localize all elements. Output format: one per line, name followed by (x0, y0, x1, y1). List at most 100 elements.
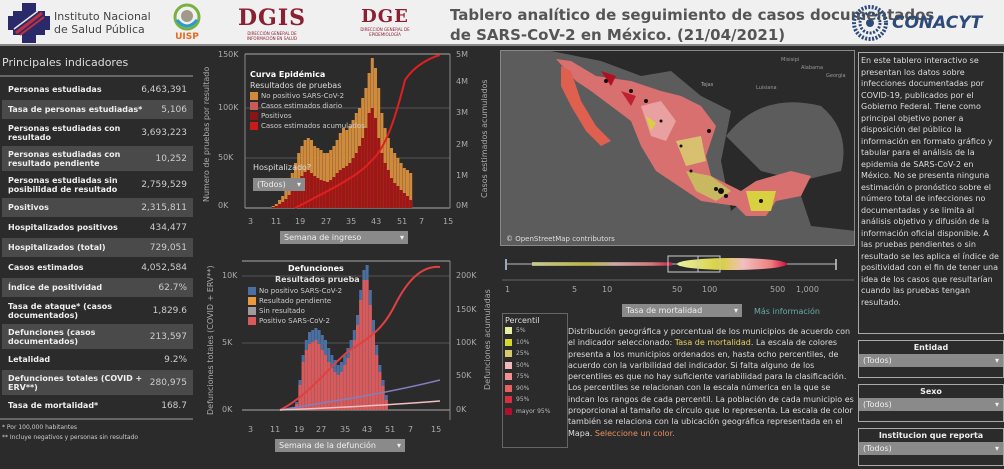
axis-tick: 2M (456, 140, 468, 149)
percentil-item[interactable]: mayor 95% (505, 406, 565, 418)
indicator-row: Defunciones (casos documentados) 213,597 (2, 324, 193, 349)
indicator-row: Casos estimados 4,052,584 (2, 258, 193, 277)
filter-dropdown[interactable]: (Todos) ▾ (859, 442, 1003, 455)
indicator-label: Hospitalizados (total) (8, 243, 106, 252)
filter-dropdown[interactable]: (Todos) ▾ (859, 398, 1003, 411)
legend-item[interactable]: Positivos (250, 111, 365, 121)
insp-name-line1: Instituto Nacional (54, 10, 151, 23)
epi-subtitle: Resultados de pruebas (250, 81, 342, 90)
indicator-value: 2,759,529 (141, 179, 187, 190)
legend-item[interactable]: Casos estimados acumulados (250, 121, 365, 131)
indicator-value: 6,463,391 (141, 84, 187, 95)
boxplot: 1 5 10 50 100 500 1,000 Tasa de mortalidad ▾ Má… (502, 250, 854, 317)
axis-tick: 27 (316, 425, 327, 434)
week-ingreso-dropdown[interactable]: Semana de ingreso ▾ (280, 231, 408, 244)
axis-tick: 7 (408, 425, 414, 434)
hosp-value: (Todos) (257, 180, 286, 189)
week-defuncion-dropdown[interactable]: Semana de la defunción ▾ (275, 439, 405, 452)
legend-swatch (248, 297, 256, 305)
percentil-swatch (505, 327, 512, 335)
axis-tick: 100K (456, 338, 477, 347)
indicator-label: Tasa de mortalidad* (8, 401, 99, 410)
percentil-item[interactable]: 90% (505, 383, 565, 395)
def-title: Defunciones (288, 264, 344, 273)
legend-swatch (248, 287, 256, 295)
legend-item[interactable]: Sin resultado (248, 306, 342, 316)
legend-label: No positivo SARS-CoV-2 (261, 92, 345, 100)
axis-tick: 35 (340, 425, 351, 434)
indicator-label: Índice de positividad (8, 283, 103, 292)
legend-swatch (250, 92, 258, 100)
legend-item[interactable]: Casos estimados diario (250, 101, 365, 111)
indicator-value: 9.2% (164, 354, 187, 365)
legend-swatch (250, 122, 258, 130)
map-canvas[interactable]: Tejas Luisiana Misisipi Alabama Georgia (501, 51, 855, 246)
title-line2: de SARS-CoV-2 en México. (21/04/2021) (450, 26, 786, 44)
legend-item[interactable]: Resultado pendiente (248, 296, 342, 306)
mexico-map[interactable]: Tejas Luisiana Misisipi Alabama Georgia … (500, 50, 855, 246)
filter-label: Sexo (920, 387, 942, 396)
axis-tick: 10K (222, 271, 238, 280)
legend-item[interactable]: No positivo SARS-CoV-2 (248, 286, 342, 296)
axis-tick: 0K (456, 405, 467, 414)
legend-item[interactable]: No positivo SARS-CoV-2 (250, 91, 365, 101)
filter-label: Entidad (913, 343, 949, 352)
filter-dropdown[interactable]: (Todos) ▾ (859, 354, 1003, 367)
dgis-label: DGIS (237, 5, 307, 31)
axis-tick: 11 (271, 217, 282, 226)
note-2: ** Incluye negativos y personas sin resu… (2, 434, 139, 441)
indicator-row: Índice de positividad 62.7% (2, 278, 193, 297)
hosp-dropdown[interactable]: (Todos) ▾ (253, 178, 305, 191)
indicator-value: 5,106 (161, 104, 187, 115)
percentil-label: 90% (516, 384, 530, 392)
percentil-swatch (505, 350, 512, 358)
indicator-value: 4,052,584 (141, 262, 187, 273)
percentil-label: 10% (516, 338, 530, 346)
indicator-row: Personas estudiadas con resultado 3,693,2… (2, 120, 193, 145)
indicator-row: Tasa de personas estudiadas* 5,106 (2, 100, 193, 119)
indicator-row: Hospitalizados (total) 729,051 (2, 238, 193, 257)
filter-sexo: Sexo (Todos) ▾ (858, 384, 1004, 422)
chevron-down-icon: ▾ (399, 233, 404, 242)
more-info-link[interactable]: Más información (754, 307, 820, 316)
dgis-logo: DGIS DIRECCIÓN GENERAL DE INFORMACIÓN EN… (237, 5, 307, 41)
axis-tick: 500 (770, 285, 786, 294)
conacyt-logo: CONACYT (852, 5, 982, 41)
select-color-link[interactable]: Seleccione un color. (594, 428, 675, 438)
map-attribution[interactable]: © OpenStreetMap contributors (506, 235, 615, 243)
percentil-label: 50% (516, 361, 530, 369)
indicator-value: 280,975 (149, 377, 187, 388)
percentil-legend: Percentil 5% 10% 25% 50% 75% 90% 95% mayor 95% (502, 313, 568, 448)
percentil-swatch (505, 396, 512, 404)
indicator-dropdown[interactable]: Tasa de mortalidad ▾ (622, 304, 742, 317)
indicator-row: Letalidad 9.2% (2, 350, 193, 369)
right-panel: En este tablero interactivo se presentan… (858, 52, 1004, 469)
indicator-row: Hospitalizados positivos 434,477 (2, 218, 193, 237)
axis-tick: 5K (222, 338, 233, 347)
percentil-item[interactable]: 75% (505, 371, 565, 383)
indicators-title: Principales indicadores (0, 50, 193, 77)
desc-indicator: Tasa de mortalidad (674, 338, 751, 348)
page-title: Tablero analítico de seguimiento de caso… (450, 5, 934, 45)
indicator-value: 168.7 (161, 400, 187, 411)
axis-tick: 50K (218, 153, 234, 162)
legend-swatch (250, 102, 258, 110)
axis-tick: 200K (456, 271, 477, 280)
filter-label: Institucion que reporta (878, 431, 984, 440)
svg-text:Tejas: Tejas (700, 82, 714, 88)
percentil-item[interactable]: 10% (505, 337, 565, 349)
legend-swatch (248, 307, 256, 315)
header: Instituto Nacional de Salud Pública UISP… (0, 0, 1004, 46)
legend-item[interactable]: Positivo SARS-CoV-2 (248, 316, 342, 326)
indicator-row: Defunciones totales (COVID + ERV**) 280,9… (2, 370, 193, 395)
dge-label: DGE (361, 6, 409, 27)
svg-text:Georgia: Georgia (826, 73, 846, 79)
percentil-item[interactable]: 25% (505, 348, 565, 360)
week-defuncion-value: Semana de la defunción (279, 441, 376, 450)
svg-text:Luisiana: Luisiana (756, 85, 777, 91)
dgis-sub: DIRECCIÓN GENERAL DE INFORMACIÓN EN SALU… (246, 31, 298, 41)
percentil-item[interactable]: 50% (505, 360, 565, 372)
percentil-item[interactable]: 95% (505, 394, 565, 406)
percentil-item[interactable]: 5% (505, 325, 565, 337)
legend-label: Positivos (261, 112, 292, 120)
